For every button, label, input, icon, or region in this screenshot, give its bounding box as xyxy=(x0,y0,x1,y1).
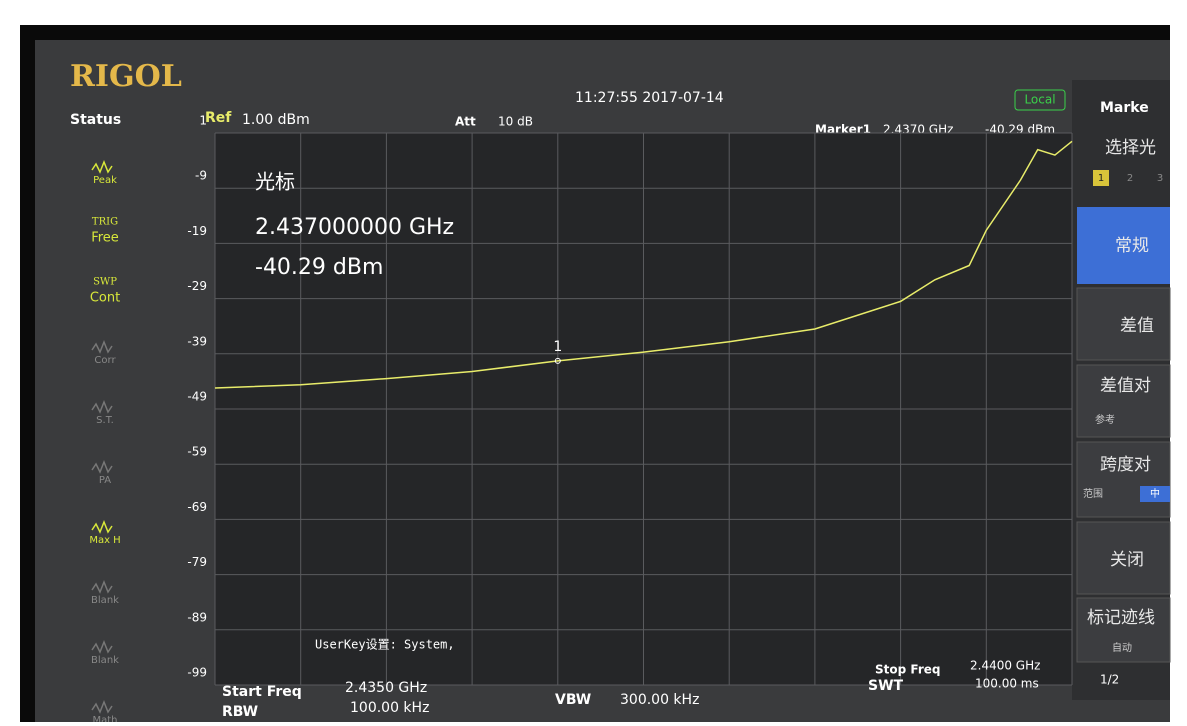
menu-page[interactable]: 1/2 xyxy=(1100,673,1119,687)
menu-button[interactable] xyxy=(1076,287,1171,361)
marker-level: -40.29 dBm xyxy=(985,123,1055,137)
menu-delta[interactable]: 差值 xyxy=(1120,316,1154,336)
rbw-value: 100.00 kHz xyxy=(350,700,429,716)
marker-label: 1 xyxy=(553,339,562,355)
status-label: Blank xyxy=(91,595,119,606)
status-icon xyxy=(91,399,113,414)
select-option[interactable]: 3 xyxy=(1157,173,1163,184)
status-icon xyxy=(91,459,113,474)
menu-off[interactable]: 关闭 xyxy=(1110,550,1144,570)
vbw-value: 300.00 kHz xyxy=(620,692,699,708)
status-label: Math xyxy=(92,715,117,722)
menu-button-active[interactable] xyxy=(1077,207,1170,284)
ref-label: Ref xyxy=(205,110,232,126)
vbw-label: VBW xyxy=(555,692,591,708)
y-tick-label: -29 xyxy=(187,279,207,293)
status-icon xyxy=(91,519,113,534)
y-tick-label: -89 xyxy=(187,610,207,624)
trace xyxy=(214,140,1073,389)
status-label: Corr xyxy=(94,355,116,366)
status-top: SWP xyxy=(93,277,117,288)
y-tick-label: -69 xyxy=(187,500,207,514)
userkey: UserKey设置: System, xyxy=(315,638,455,652)
option-box xyxy=(1093,170,1109,186)
menu-button[interactable] xyxy=(1076,597,1171,663)
swt-label: SWT xyxy=(868,678,904,694)
menu-normal[interactable]: 常规 xyxy=(1115,236,1149,256)
att-value: 10 dB xyxy=(498,115,533,129)
readout-level: -40.29 dBm xyxy=(255,255,383,280)
start-label: Start Freq xyxy=(222,684,302,700)
menu-title: Marke xyxy=(1100,100,1149,116)
timestamp: 11:27:55 2017-07-14 xyxy=(575,90,724,106)
stop-label: Stop Freq xyxy=(875,663,940,677)
swt-value: 100.00 ms xyxy=(975,677,1039,691)
menu-span-pair-sub2[interactable]: 中 xyxy=(1150,487,1160,500)
y-tick-label: -99 xyxy=(187,666,207,680)
status-label: Peak xyxy=(93,175,117,186)
marker-label: Marker1 xyxy=(815,123,871,137)
status-icon xyxy=(91,339,113,354)
y-tick-label: -9 xyxy=(195,169,207,183)
local-badge xyxy=(1014,89,1066,111)
status-label: Cont xyxy=(90,291,120,306)
status-icon xyxy=(91,579,113,594)
menu-button[interactable] xyxy=(1076,521,1171,595)
status-icon xyxy=(91,699,113,714)
menu-trace[interactable]: 标记迹线 xyxy=(1087,608,1155,628)
status-icon xyxy=(91,159,113,174)
menu-span-pair-sub[interactable]: 范围 xyxy=(1083,487,1103,500)
option-box xyxy=(1140,486,1170,502)
status-label: Free xyxy=(91,231,119,246)
y-tick-label: -39 xyxy=(187,334,207,348)
marker-point xyxy=(554,357,561,364)
menu-delta-pair[interactable]: 差值对 xyxy=(1100,376,1151,396)
local-text: Local xyxy=(1024,93,1055,107)
status-label: S.T. xyxy=(96,415,114,426)
menu-button[interactable] xyxy=(1076,364,1171,438)
status-icon xyxy=(91,639,113,654)
marker-freq: 2.4370 GHz xyxy=(883,123,953,137)
menu-select[interactable]: 选择光 xyxy=(1105,138,1156,158)
readout-title: 光标 xyxy=(255,170,295,194)
menu-button[interactable] xyxy=(1076,441,1171,518)
y-tick-label: -49 xyxy=(187,390,207,404)
y-tick-label: 1 xyxy=(199,114,207,128)
stop-value: 2.4400 GHz xyxy=(970,659,1040,673)
select-option[interactable]: 1 xyxy=(1098,173,1104,184)
status-label: Blank xyxy=(91,655,119,666)
menu-delta-pair-sub[interactable]: 参考 xyxy=(1095,413,1115,426)
status-title: Status xyxy=(70,112,121,128)
menu-span-pair[interactable]: 跨度对 xyxy=(1100,455,1151,475)
readout-freq: 2.437000000 GHz xyxy=(255,215,454,240)
y-tick-label: -19 xyxy=(187,224,207,238)
ref-value: 1.00 dBm xyxy=(242,112,310,128)
status-label: Max H xyxy=(89,535,120,546)
status-top: TRIG xyxy=(92,217,118,228)
start-value: 2.4350 GHz xyxy=(345,680,427,696)
y-tick-label: -59 xyxy=(187,445,207,459)
rbw-label: RBW xyxy=(222,704,258,720)
att-label: Att xyxy=(455,115,476,129)
brand: RIGOL xyxy=(70,59,182,94)
status-label: PA xyxy=(99,475,111,486)
menu-trace-sub[interactable]: 自动 xyxy=(1112,641,1132,654)
select-option[interactable]: 2 xyxy=(1127,173,1133,184)
y-tick-label: -79 xyxy=(187,555,207,569)
